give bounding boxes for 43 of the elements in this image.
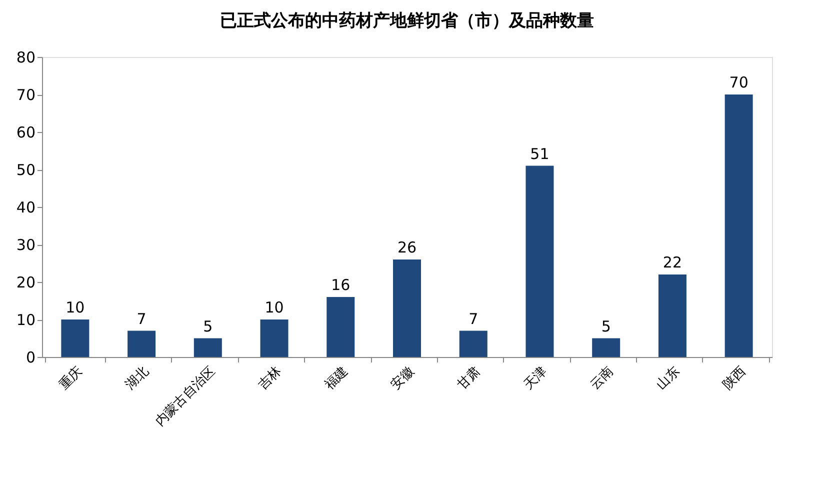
bar xyxy=(194,338,222,357)
data-label: 5 xyxy=(203,317,213,336)
bar xyxy=(724,94,753,357)
bar xyxy=(393,260,421,357)
data-label: 10 xyxy=(66,298,85,316)
bar xyxy=(526,166,554,357)
data-label: 7 xyxy=(468,310,478,328)
data-label: 5 xyxy=(601,317,611,336)
y-tick-label: 20 xyxy=(16,274,36,292)
y-tick-label: 0 xyxy=(26,348,36,366)
x-tick-label: 内蒙古自治区 xyxy=(152,364,218,430)
data-label: 10 xyxy=(264,298,284,316)
bar xyxy=(61,320,90,357)
data-label: 7 xyxy=(136,310,146,328)
y-tick-label: 50 xyxy=(16,161,36,179)
x-tick-label: 湖北 xyxy=(122,364,152,393)
chart-title: 已正式公布的中药材产地鲜切省（市）及品种数量 xyxy=(220,11,594,31)
y-tick-label: 60 xyxy=(16,124,36,142)
data-label: 16 xyxy=(331,276,350,294)
x-tick-label: 云南 xyxy=(588,364,616,393)
y-tick-label: 30 xyxy=(16,236,36,254)
x-tick-label: 吉林 xyxy=(256,364,285,393)
y-tick-label: 80 xyxy=(16,48,36,66)
bar xyxy=(326,297,355,357)
data-label: 26 xyxy=(397,238,417,256)
bar xyxy=(658,274,686,357)
data-label: 70 xyxy=(729,74,748,92)
bar xyxy=(459,330,488,357)
y-tick-label: 10 xyxy=(16,311,36,329)
data-label: 51 xyxy=(530,144,550,163)
x-tick-label: 甘肃 xyxy=(454,364,484,393)
bar xyxy=(592,338,620,357)
x-tick-label: 重庆 xyxy=(56,364,86,393)
x-tick-label: 天津 xyxy=(521,364,550,393)
x-tick-label: 陕西 xyxy=(720,364,750,393)
bar xyxy=(260,320,288,357)
x-tick-label: 安徽 xyxy=(388,363,418,393)
bar xyxy=(128,330,156,357)
x-tick-label: 山东 xyxy=(654,364,683,393)
data-label: 22 xyxy=(662,254,682,272)
x-tick-label: 福建 xyxy=(322,364,352,393)
y-tick-label: 70 xyxy=(16,86,36,104)
y-tick-label: 40 xyxy=(16,198,36,216)
